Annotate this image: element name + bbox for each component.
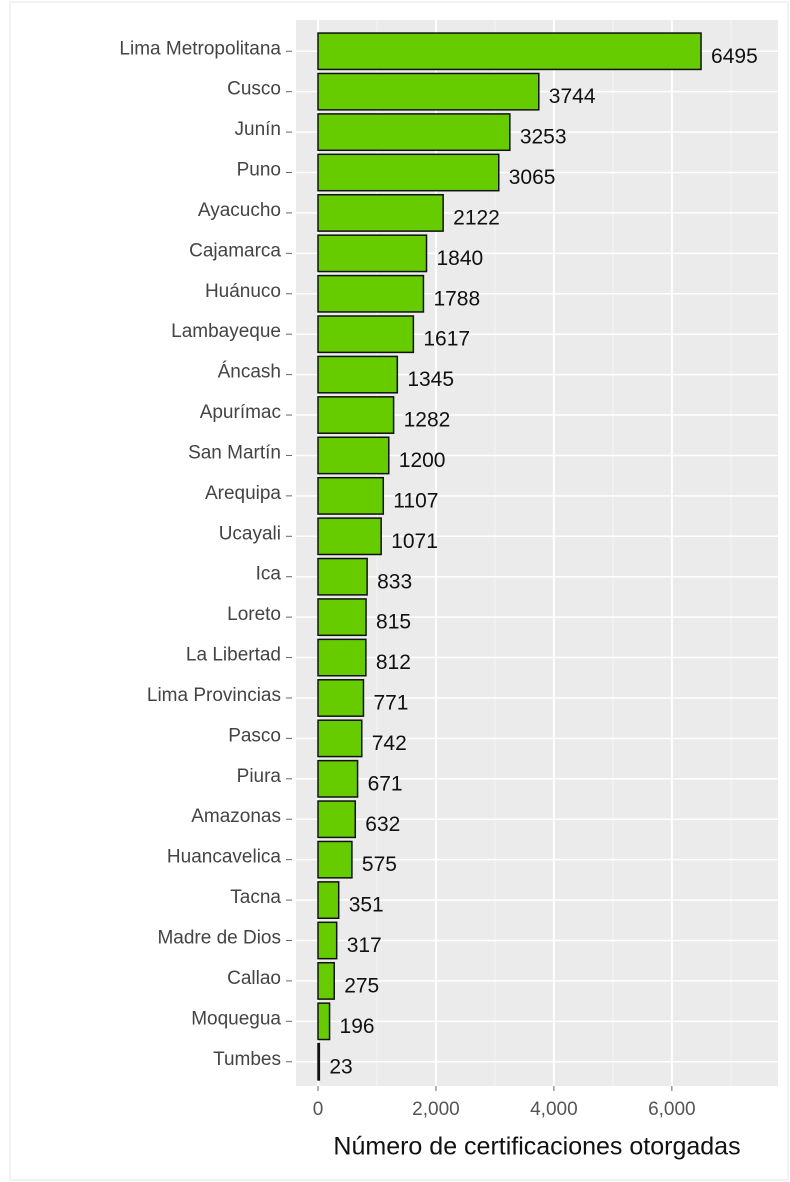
value-label: 1282 (404, 409, 451, 432)
value-label: 1788 (433, 287, 480, 310)
bar (317, 436, 390, 475)
x-tick-label: 0 (313, 1099, 324, 1120)
bar (317, 881, 340, 920)
y-tick-label: Puno (237, 160, 281, 181)
bar (317, 72, 540, 111)
bar (317, 234, 428, 273)
bar (317, 476, 385, 515)
bar (317, 598, 367, 637)
value-label: 812 (376, 651, 411, 674)
y-tick-label: San Martín (188, 442, 281, 463)
bar (317, 1042, 321, 1081)
x-tick-label: 2,000 (412, 1099, 460, 1120)
y-tick-label: Lima Metropolitana (119, 38, 281, 59)
y-tick-label: Junín (235, 119, 281, 140)
bar (317, 315, 415, 354)
value-label: 771 (373, 692, 408, 715)
bar (317, 1002, 331, 1041)
y-tick-label: Ayacucho (198, 200, 281, 221)
y-tick-label: Lima Provincias (147, 685, 281, 706)
y-tick-label: Loreto (227, 604, 281, 625)
bar (317, 396, 395, 434)
y-tick-label: Arequipa (205, 483, 281, 504)
y-tick-label: Moquegua (191, 1008, 281, 1029)
y-tick-label: Piura (237, 766, 282, 787)
bar (317, 638, 367, 677)
x-tick-label: 4,000 (530, 1099, 578, 1120)
y-tick-label: Tumbes (213, 1049, 281, 1070)
value-label: 3744 (549, 85, 596, 108)
y-tick-label: Cajamarca (189, 240, 281, 261)
value-label: 1617 (423, 328, 470, 351)
bar (317, 113, 511, 152)
y-tick-label: Callao (227, 968, 281, 989)
value-label: 3065 (509, 166, 556, 189)
value-label: 1840 (437, 247, 484, 270)
x-tick-label: 6,000 (648, 1099, 696, 1120)
bar (317, 32, 702, 71)
bar (317, 961, 335, 1000)
value-label: 671 (368, 772, 403, 795)
value-label: 742 (372, 732, 407, 755)
value-label: 1107 (393, 489, 438, 512)
value-label: 275 (344, 974, 379, 997)
bar (317, 153, 500, 192)
value-label: 575 (362, 853, 397, 876)
bar (317, 759, 359, 798)
y-tick-label: Huancavelica (167, 847, 281, 868)
y-tick-label: Tacna (230, 887, 281, 908)
y-tick-label: La Libertad (186, 645, 281, 666)
bar (317, 274, 425, 313)
bar (317, 679, 365, 717)
bar (317, 840, 353, 879)
y-tick-label: Cusco (227, 79, 281, 100)
value-label: 317 (347, 934, 382, 957)
value-label: 196 (340, 1015, 375, 1038)
value-label: 2122 (453, 206, 500, 229)
y-tick-label: Lambayeque (171, 321, 281, 342)
value-label: 833 (377, 570, 412, 593)
value-label: 1200 (399, 449, 446, 472)
y-tick-label: Apurímac (200, 402, 281, 423)
x-axis-title: Número de certificaciones otorgadas (333, 1133, 740, 1161)
y-tick-label: Huánuco (205, 281, 281, 302)
y-tick-label: Madre de Dios (157, 928, 281, 949)
bar (317, 557, 368, 596)
value-label: 351 (349, 894, 384, 917)
y-tick-label: Amazonas (191, 806, 281, 827)
bar (317, 193, 444, 232)
bar (317, 921, 338, 960)
bar (317, 517, 382, 556)
value-label: 1071 (391, 530, 438, 553)
value-label: 815 (376, 611, 411, 634)
value-label: 632 (365, 813, 400, 836)
bar (317, 355, 399, 394)
bar (317, 800, 357, 839)
value-label: 1345 (407, 368, 454, 391)
y-tick-label: Ica (256, 564, 282, 585)
bar (317, 719, 363, 758)
value-label: 23 (329, 1055, 352, 1078)
y-tick-label: Ucayali (219, 523, 281, 544)
value-label: 6495 (711, 45, 758, 68)
y-tick-label: Pasco (228, 725, 281, 746)
value-label: 3253 (520, 126, 567, 149)
y-tick-label: Áncash (218, 362, 281, 383)
